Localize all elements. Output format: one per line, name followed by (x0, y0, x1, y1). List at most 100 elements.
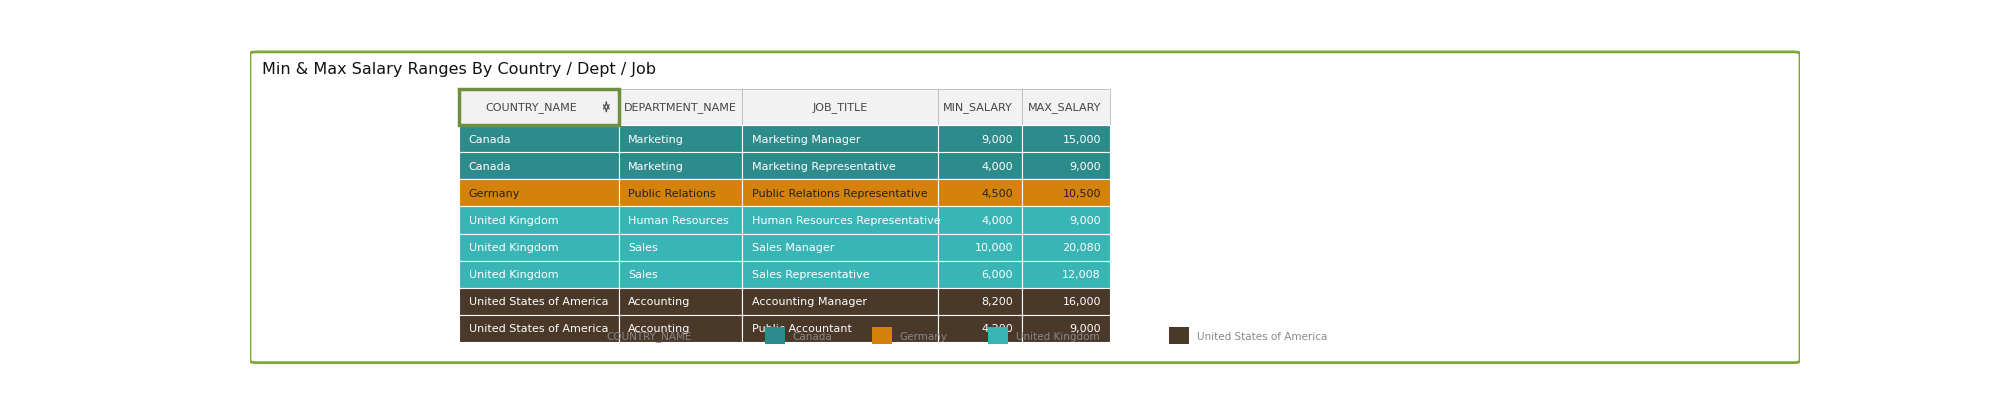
Bar (1022, 207, 1110, 234)
Bar (460, 153, 618, 180)
Text: COUNTRY_NAME: COUNTRY_NAME (486, 102, 576, 113)
Bar (742, 89, 938, 126)
Text: 4,200: 4,200 (982, 324, 1014, 334)
Text: MIN_SALARY: MIN_SALARY (944, 102, 1014, 113)
Text: Accounting Manager: Accounting Manager (752, 297, 866, 306)
Text: United States of America: United States of America (468, 297, 608, 306)
Bar (1022, 180, 1110, 207)
Bar (460, 126, 618, 153)
Bar (1022, 126, 1110, 153)
Text: Accounting: Accounting (628, 324, 690, 334)
Bar (1022, 89, 1110, 126)
Text: 15,000: 15,000 (1062, 134, 1100, 145)
Text: United States of America: United States of America (468, 324, 608, 334)
Text: Accounting: Accounting (628, 297, 690, 306)
Bar (742, 315, 938, 342)
Bar (618, 234, 742, 261)
Text: Germany: Germany (468, 188, 520, 199)
Bar (938, 153, 1022, 180)
Bar (938, 261, 1022, 288)
Text: Min & Max Salary Ranges By Country / Dept / Job: Min & Max Salary Ranges By Country / Dep… (262, 62, 656, 77)
Bar (938, 234, 1022, 261)
Text: Canada: Canada (468, 134, 512, 145)
Bar (742, 180, 938, 207)
Bar (618, 261, 742, 288)
Text: 8,200: 8,200 (982, 297, 1014, 306)
Text: 20,080: 20,080 (1062, 242, 1100, 252)
Bar (618, 153, 742, 180)
Bar (460, 207, 618, 234)
Bar (460, 261, 618, 288)
Text: Marketing Manager: Marketing Manager (752, 134, 860, 145)
Bar (938, 180, 1022, 207)
Text: Marketing: Marketing (628, 134, 684, 145)
Bar (460, 234, 618, 261)
Bar (742, 126, 938, 153)
Bar (618, 180, 742, 207)
Bar (988, 327, 1008, 344)
Bar (938, 288, 1022, 315)
Text: Sales: Sales (628, 270, 658, 280)
Text: 4,000: 4,000 (982, 216, 1014, 225)
Text: 10,000: 10,000 (974, 242, 1014, 252)
Text: 9,000: 9,000 (1070, 161, 1100, 171)
Bar (1022, 315, 1110, 342)
Text: 9,000: 9,000 (1070, 324, 1100, 334)
Text: Marketing Representative: Marketing Representative (752, 161, 896, 171)
Text: Human Resources Representative: Human Resources Representative (752, 216, 940, 225)
Bar (460, 180, 618, 207)
Text: United Kingdom: United Kingdom (468, 270, 558, 280)
Text: 10,500: 10,500 (1062, 188, 1100, 199)
Text: MAX_SALARY: MAX_SALARY (1028, 102, 1100, 113)
Text: 12,008: 12,008 (1062, 270, 1100, 280)
Text: United Kingdom: United Kingdom (468, 216, 558, 225)
Bar (742, 207, 938, 234)
Bar (618, 315, 742, 342)
Bar (938, 207, 1022, 234)
Text: Canada: Canada (792, 331, 832, 341)
Bar (618, 288, 742, 315)
Text: 6,000: 6,000 (982, 270, 1014, 280)
Text: JOB_TITLE: JOB_TITLE (812, 102, 868, 113)
Bar (938, 126, 1022, 153)
Text: COUNTRY_NAME: COUNTRY_NAME (606, 330, 692, 341)
Bar (1170, 327, 1190, 344)
Text: Sales Representative: Sales Representative (752, 270, 870, 280)
Text: Public Accountant: Public Accountant (752, 324, 852, 334)
Bar (460, 288, 618, 315)
Bar (1022, 153, 1110, 180)
Bar (618, 126, 742, 153)
Text: Sales: Sales (628, 242, 658, 252)
Text: Human Resources: Human Resources (628, 216, 728, 225)
Bar (618, 207, 742, 234)
Bar (872, 327, 892, 344)
Text: Public Relations Representative: Public Relations Representative (752, 188, 928, 199)
Bar (1022, 288, 1110, 315)
Bar (742, 234, 938, 261)
Bar (742, 261, 938, 288)
Text: Marketing: Marketing (628, 161, 684, 171)
Text: 9,000: 9,000 (982, 134, 1014, 145)
Bar (938, 315, 1022, 342)
FancyBboxPatch shape (250, 53, 1800, 363)
Text: DEPARTMENT_NAME: DEPARTMENT_NAME (624, 102, 738, 113)
Bar (742, 153, 938, 180)
Text: United Kingdom: United Kingdom (1016, 331, 1100, 341)
Bar (460, 315, 618, 342)
Text: Canada: Canada (468, 161, 512, 171)
Bar (460, 89, 618, 126)
Bar (460, 89, 618, 126)
Bar (1022, 261, 1110, 288)
Bar (742, 288, 938, 315)
Bar (618, 89, 742, 126)
Text: 9,000: 9,000 (1070, 216, 1100, 225)
Text: Sales Manager: Sales Manager (752, 242, 834, 252)
Text: 16,000: 16,000 (1062, 297, 1100, 306)
Text: United Kingdom: United Kingdom (468, 242, 558, 252)
Bar (938, 89, 1022, 126)
Bar (1022, 234, 1110, 261)
Text: 4,000: 4,000 (982, 161, 1014, 171)
Text: 4,500: 4,500 (982, 188, 1014, 199)
Bar (764, 327, 784, 344)
Text: United States of America: United States of America (1198, 331, 1328, 341)
